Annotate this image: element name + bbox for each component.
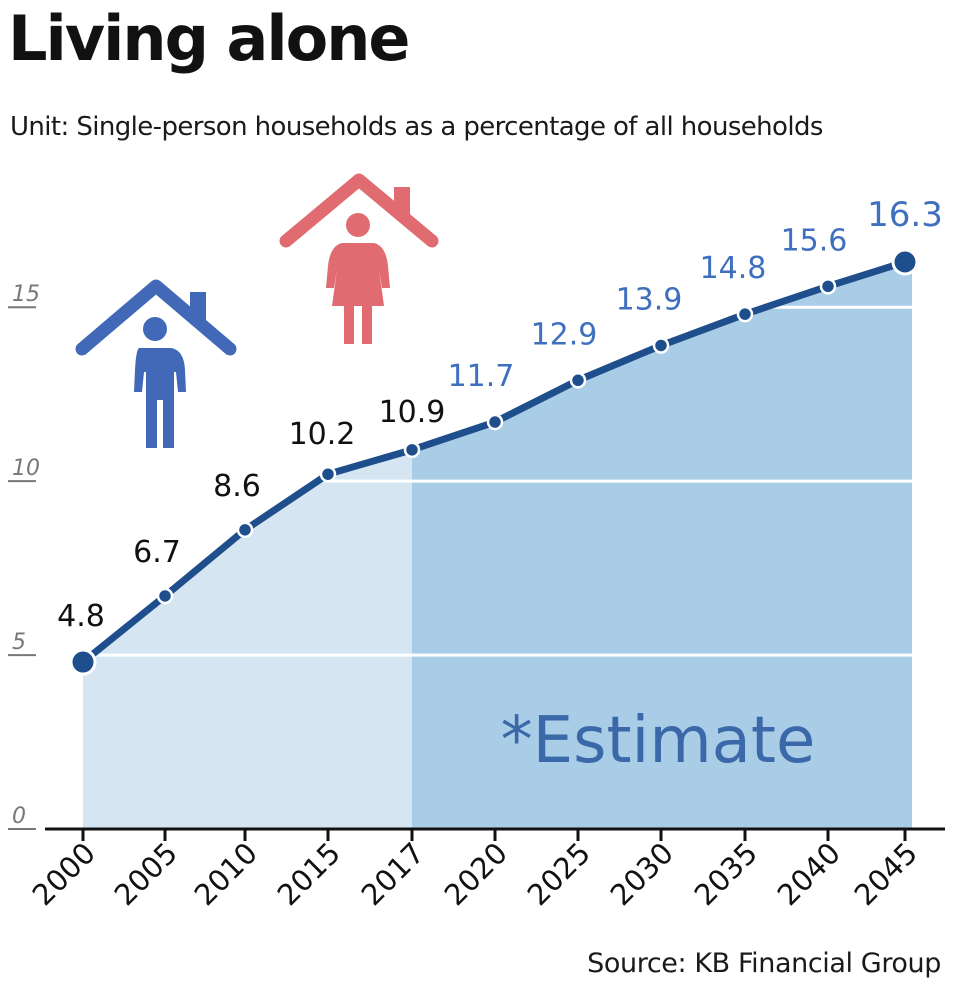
data-point [569, 372, 587, 389]
data-points [69, 248, 919, 676]
chimney-icon [394, 187, 410, 217]
data-point [736, 305, 754, 323]
data-label: 11.7 [448, 359, 515, 394]
data-label: 15.6 [781, 223, 848, 258]
data-label: 10.2 [289, 417, 356, 452]
y-tick-label: 15 [12, 282, 40, 307]
data-point [69, 648, 97, 676]
x-tick-label: 2005 [108, 836, 184, 912]
woman-body-icon [326, 243, 390, 344]
x-tick-label: 2025 [521, 836, 597, 912]
data-label: 8.6 [213, 469, 261, 504]
data-point [819, 278, 837, 295]
chart-subtitle: Unit: Single-person households as a perc… [10, 112, 823, 142]
x-tick-label: 2015 [271, 836, 347, 912]
data-point [486, 413, 504, 431]
data-label: 14.8 [700, 251, 767, 286]
man-house-icon [75, 279, 237, 448]
x-tick-label: 2020 [438, 836, 514, 912]
data-label: 4.8 [57, 599, 105, 634]
x-tick-label: 2017 [355, 836, 431, 912]
house-roof-icon [279, 173, 439, 248]
data-point [891, 248, 919, 276]
x-tick-label: 2030 [604, 836, 680, 912]
x-axis-ticks: 2000 2005 2010 2015 2017 2020 2025 2030 2035 2040… [26, 829, 924, 912]
y-tick-label: 5 [12, 630, 26, 655]
chimney-icon [190, 292, 206, 322]
chart-title: Living alone [8, 2, 410, 75]
y-axis: 0 5 10 15 [8, 282, 40, 830]
house-roof-icon [75, 279, 237, 356]
x-tick-label: 2045 [848, 836, 924, 912]
woman-head-icon [346, 213, 370, 237]
data-label: 10.9 [379, 395, 446, 430]
data-label: 12.9 [531, 317, 598, 352]
data-point [652, 337, 670, 354]
x-tick-label: 2040 [771, 836, 847, 912]
data-point [319, 465, 337, 483]
y-tick-label: 10 [12, 456, 40, 481]
x-tick-label: 2035 [688, 836, 764, 912]
x-tick-label: 2000 [26, 836, 102, 912]
data-labels: 4.8 6.7 8.6 10.2 10.911.7 12.9 13.9 14.8 15.6 16.… [57, 195, 943, 634]
estimate-label: *Estimate [501, 704, 816, 778]
data-point [236, 521, 254, 539]
data-label: 13.9 [616, 282, 683, 317]
man-body-icon [134, 348, 186, 448]
man-head-icon [143, 317, 167, 341]
source-note: Source: KB Financial Group [587, 948, 941, 979]
y-tick-label: 0 [12, 804, 26, 829]
x-tick-label: 2010 [188, 836, 264, 912]
data-point [403, 441, 421, 459]
woman-house-icon [279, 173, 439, 344]
data-label: 6.7 [133, 535, 181, 570]
actual-area [83, 449, 412, 829]
data-label: 16.3 [867, 195, 943, 235]
data-point [156, 587, 174, 605]
